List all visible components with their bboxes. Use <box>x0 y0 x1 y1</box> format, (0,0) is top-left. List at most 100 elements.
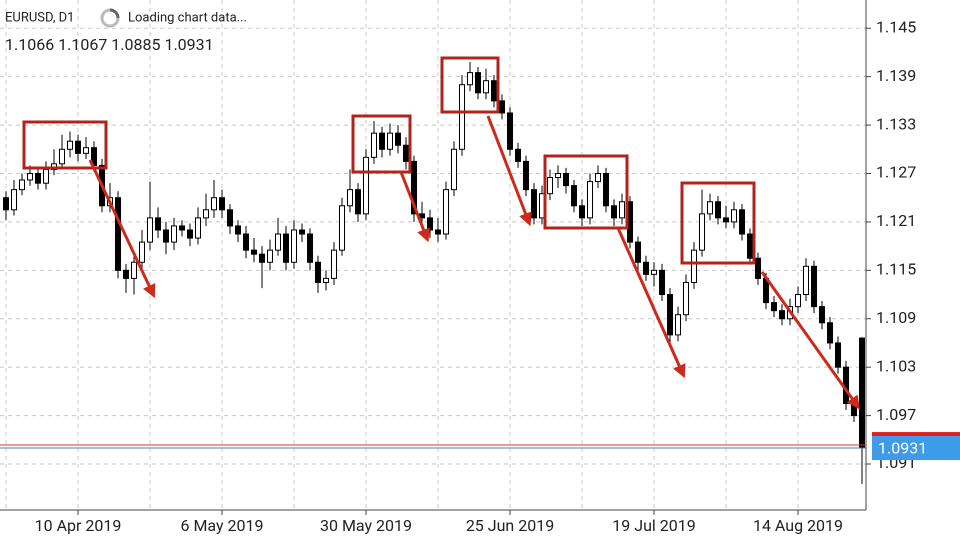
x-tick-label: 14 Aug 2019 <box>753 516 843 535</box>
candle-body <box>411 160 417 215</box>
candle-body <box>131 261 137 279</box>
candle-body <box>283 233 289 263</box>
candle-body <box>67 140 73 150</box>
candle-body <box>331 249 337 279</box>
candle-body <box>667 294 673 336</box>
candle-body <box>739 209 745 235</box>
y-tick-label: 1.103 <box>876 356 916 375</box>
candle-body <box>227 209 233 227</box>
y-tick-label: 1.127 <box>876 163 916 182</box>
candle-body <box>827 322 833 344</box>
candle-body <box>475 72 481 94</box>
candle-body <box>219 197 225 211</box>
candle-body <box>299 229 305 235</box>
candle-body <box>659 269 665 296</box>
y-tick-label: 1.145 <box>876 17 916 36</box>
x-tick-label: 19 Jul 2019 <box>612 516 695 535</box>
candle-body <box>491 80 497 102</box>
candle-body <box>771 302 777 312</box>
ohlc-info: 1.1066 1.1067 1.0885 1.0931 <box>5 35 214 54</box>
candle-body <box>355 189 361 215</box>
candle-body <box>3 197 9 211</box>
candle-body <box>595 172 601 183</box>
candle-body <box>507 112 513 150</box>
highlight-box <box>22 120 108 170</box>
candle-body <box>211 197 217 211</box>
y-tick-label: 1.097 <box>876 405 916 424</box>
candle-body <box>731 209 737 223</box>
candle-body <box>555 172 561 179</box>
candle-body <box>291 229 297 263</box>
candle-body <box>267 249 273 263</box>
candle-body <box>619 201 625 219</box>
candle-body <box>675 314 681 336</box>
loading-spinner-arc <box>109 8 120 19</box>
candle-body <box>139 241 145 263</box>
candle-body <box>347 189 353 207</box>
candle-body <box>779 310 785 320</box>
candle-body <box>35 172 41 184</box>
candle-body <box>171 225 177 243</box>
candle-body <box>683 281 689 316</box>
candle-body <box>451 148 457 191</box>
candle-body <box>603 172 609 207</box>
x-tick-label: 10 Apr 2019 <box>35 516 122 535</box>
candle-body <box>187 229 193 239</box>
candle-body <box>59 148 65 165</box>
y-tick-label: 1.109 <box>876 308 916 327</box>
candle-body <box>195 217 201 239</box>
candle-body <box>499 100 505 114</box>
candle-body <box>203 209 209 219</box>
candle-body <box>795 294 801 308</box>
candle-body <box>83 147 89 154</box>
candle-body <box>163 229 169 243</box>
candle-body <box>315 261 321 283</box>
candle-body <box>19 179 25 191</box>
trend-arrow <box>760 271 860 410</box>
candle-body <box>547 177 553 195</box>
candle-body <box>243 233 249 251</box>
x-tick-label: 30 May 2019 <box>320 516 412 535</box>
highlight-box <box>351 114 412 174</box>
annotations <box>22 56 860 410</box>
highlight-box <box>543 154 629 230</box>
candle-body <box>587 181 593 219</box>
candle-body <box>691 249 697 283</box>
candle-body <box>147 217 153 243</box>
candle-body <box>811 265 817 308</box>
candle-body <box>531 189 537 219</box>
price-marker-top <box>872 432 960 437</box>
candle-body <box>515 148 521 162</box>
candle-body <box>259 253 265 263</box>
candle-body <box>835 342 841 368</box>
candle-body <box>851 402 857 417</box>
y-tick-label: 1.121 <box>876 211 916 230</box>
candle-body <box>635 241 641 263</box>
candle-body <box>75 140 81 154</box>
candle-body <box>435 229 441 235</box>
candle-body <box>379 132 385 150</box>
candle-body <box>115 197 121 271</box>
candle-body <box>43 168 49 184</box>
candle-body <box>571 185 577 207</box>
candle-body <box>11 189 17 211</box>
candle-body <box>275 233 281 251</box>
candle-body <box>803 265 809 296</box>
price-marker <box>872 436 960 461</box>
y-tick-label: 1.139 <box>876 66 916 85</box>
candle-body <box>467 72 473 86</box>
candle-body <box>819 306 825 324</box>
trend-arrow <box>486 115 532 227</box>
candle-body <box>859 337 865 448</box>
trend-arrow <box>616 227 686 379</box>
candle-body <box>747 233 753 259</box>
candle-body <box>371 132 377 158</box>
candle-body <box>483 80 489 94</box>
candle-body <box>459 84 465 150</box>
candle-body <box>579 205 585 219</box>
candle-body <box>155 217 161 231</box>
status-label: Loading chart data... <box>128 10 247 25</box>
candle-body <box>27 172 33 181</box>
candle-body <box>563 172 569 187</box>
candle-body <box>363 156 369 215</box>
